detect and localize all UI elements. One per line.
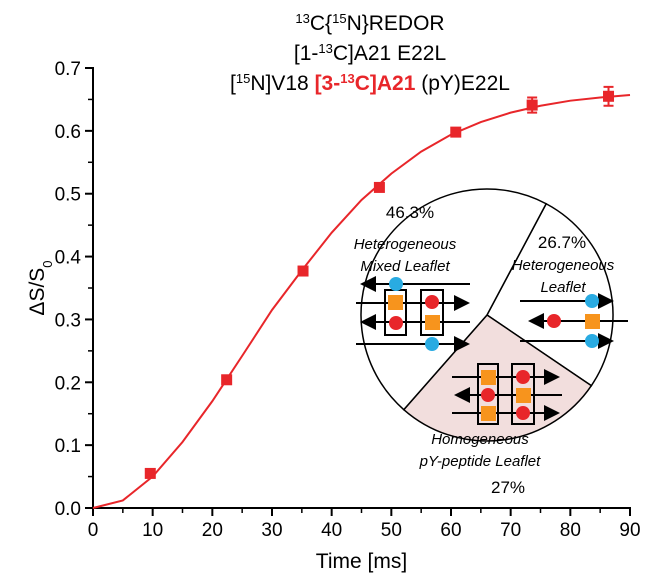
x-tick-label: 50 bbox=[381, 520, 402, 541]
y-tick-label: 0.4 bbox=[55, 248, 82, 269]
slice-value-label: 27% bbox=[491, 478, 525, 497]
slice-label: pY-peptide Leaflet bbox=[419, 453, 541, 470]
text-run: 13 bbox=[318, 41, 332, 56]
text-run: 15 bbox=[332, 11, 346, 26]
slice-value-label: 26.7% bbox=[538, 233, 586, 252]
slice-label: Homogeneous bbox=[431, 431, 529, 448]
slice-label: Heterogeneous bbox=[354, 236, 457, 253]
data-point bbox=[144, 467, 156, 479]
y-tick-label: 0.7 bbox=[55, 59, 81, 80]
slice-value-label: 46.3% bbox=[386, 203, 434, 222]
x-tick-label: 80 bbox=[560, 520, 581, 541]
y-tick-label: 0.3 bbox=[55, 310, 81, 331]
x-tick-label: 10 bbox=[142, 520, 163, 541]
chart-title: [15N]V18 [3-13C]A21 (pY)E22L bbox=[230, 71, 510, 96]
data-point bbox=[450, 126, 462, 138]
text-run: (pY)E22L bbox=[415, 72, 510, 95]
data-point bbox=[373, 181, 385, 193]
text-run: [3- bbox=[315, 72, 341, 95]
text-run: 13 bbox=[340, 71, 354, 86]
text-run: [1- bbox=[294, 42, 319, 65]
slice-label: Leaflet bbox=[540, 279, 586, 296]
y-axis-label: ΔS/S0 bbox=[26, 260, 55, 315]
text-run: 13 bbox=[295, 11, 309, 26]
text-run: C]A21 bbox=[355, 72, 416, 95]
x-tick-label: 20 bbox=[202, 520, 223, 541]
leaflet-icons bbox=[356, 276, 628, 425]
x-axis-label: Time [ms] bbox=[316, 550, 407, 573]
text-run: [ bbox=[230, 72, 236, 95]
text-run: C{ bbox=[310, 12, 332, 35]
text-run: C]A21 E22L bbox=[333, 42, 446, 65]
data-point bbox=[526, 99, 538, 111]
data-point bbox=[221, 374, 233, 386]
slice-label: Heterogeneous bbox=[512, 257, 615, 274]
y-tick-label: 0.6 bbox=[55, 122, 81, 143]
text-run: 15 bbox=[236, 71, 250, 86]
data-point bbox=[297, 265, 309, 277]
text-run: ΔS/S bbox=[26, 268, 49, 316]
x-tick-label: 0 bbox=[88, 520, 99, 541]
y-tick-label: 0.1 bbox=[55, 436, 81, 457]
x-tick-label: 30 bbox=[261, 520, 282, 541]
x-tick-label: 70 bbox=[500, 520, 521, 541]
y-tick-label: 0.2 bbox=[55, 373, 81, 394]
y-tick-label: 0.0 bbox=[55, 499, 81, 520]
text-run: N}REDOR bbox=[347, 12, 445, 35]
data-point bbox=[603, 90, 615, 102]
text-run: N]V18 bbox=[250, 72, 314, 95]
x-tick-label: 40 bbox=[321, 520, 342, 541]
chart-title: 13C{15N}REDOR bbox=[295, 11, 444, 36]
pie-slice bbox=[360, 188, 548, 411]
y-tick-label: 0.5 bbox=[55, 185, 81, 206]
x-tick-label: 60 bbox=[440, 520, 461, 541]
chart-title: [1-13C]A21 E22L bbox=[294, 41, 446, 66]
x-tick-label: 90 bbox=[619, 520, 640, 541]
slice-label: Mixed Leaflet bbox=[360, 258, 450, 275]
fit-line bbox=[92, 94, 631, 509]
text-run: 0 bbox=[40, 260, 55, 267]
